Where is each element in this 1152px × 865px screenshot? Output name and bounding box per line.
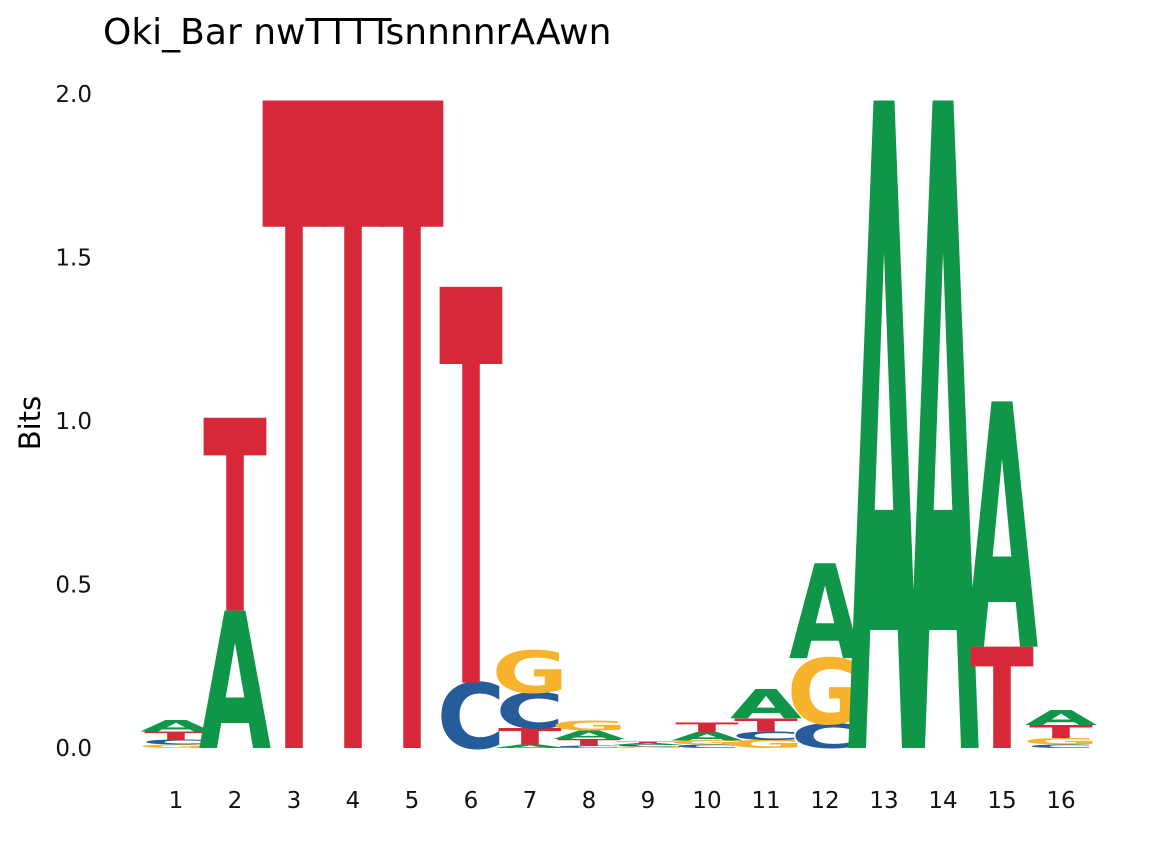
x-tick-label: 12 xyxy=(810,788,839,814)
x-tick-label: 2 xyxy=(228,788,243,814)
logo-letter-A: A xyxy=(494,744,566,749)
logo-letter-G: G xyxy=(138,744,215,749)
logo-letter-T: T xyxy=(498,724,562,750)
logo-letter-G: G xyxy=(492,639,569,706)
logo-letter-G: G xyxy=(551,718,628,734)
x-tick-label: 3 xyxy=(287,788,302,814)
y-tick-label: 1.0 xyxy=(55,409,92,435)
x-tick-label: 14 xyxy=(928,788,957,814)
logo-letter-A: A xyxy=(1025,706,1097,730)
x-tick-label: 10 xyxy=(692,788,721,814)
logo-letter-C: C xyxy=(142,739,210,747)
logo-letter-A: A xyxy=(612,743,684,746)
logo-letter-A: A xyxy=(730,681,803,728)
logo-letter-T: T xyxy=(262,0,326,865)
logo-letter-T: T xyxy=(321,0,385,865)
x-tick-label: 4 xyxy=(346,788,361,814)
logo-letter-C: C xyxy=(555,745,623,749)
y-tick-label: 2.0 xyxy=(55,82,92,108)
logo-letter-G: G xyxy=(787,640,864,745)
y-axis-label: Bits xyxy=(13,396,47,450)
x-tick-label: 15 xyxy=(987,788,1016,814)
logo-letter-T: T xyxy=(1029,722,1093,743)
logo-letter-T: T xyxy=(203,365,267,673)
logo-letter-A: A xyxy=(966,336,1038,727)
x-tick-label: 9 xyxy=(641,788,656,814)
logo-letter-A: A xyxy=(789,537,862,689)
logo-column-2: AT xyxy=(199,365,271,793)
y-tick-label: 1.5 xyxy=(55,246,92,272)
logo-letter-T: T xyxy=(439,179,503,810)
logo-letter-G: G xyxy=(669,739,746,746)
logo-letter-A: A xyxy=(199,574,271,793)
logo-letter-G: G xyxy=(1023,736,1100,747)
logo-letter-C: C xyxy=(496,683,564,741)
x-tick-label: 16 xyxy=(1046,788,1075,814)
logo-letter-T: T xyxy=(734,715,798,736)
x-tick-label: 5 xyxy=(405,788,420,814)
logo-stacks: GCTAATTTTCTATCGCTAGGCATCGATGCTACGAAATACG… xyxy=(138,0,1100,865)
x-tick-label: 6 xyxy=(464,788,479,814)
x-tick-label: 1 xyxy=(169,788,184,814)
logo-letter-A: A xyxy=(671,730,744,743)
logo-column-14: A xyxy=(907,0,980,865)
logo-letter-C: C xyxy=(614,745,682,748)
logo-column-12: CGA xyxy=(787,537,864,756)
logo-letter-A: A xyxy=(907,0,980,865)
logo-letter-G: G xyxy=(610,746,687,748)
logo-letter-C: C xyxy=(791,717,859,756)
x-tick-label: 13 xyxy=(869,788,898,814)
logo-letter-T: T xyxy=(144,729,208,742)
x-tick-label: 11 xyxy=(751,788,780,814)
logo-letter-A: A xyxy=(848,0,921,865)
logo-column-13: A xyxy=(848,0,921,865)
y-tick-label: 0.0 xyxy=(55,736,92,762)
logo-column-4: T xyxy=(321,0,385,865)
logo-letter-T: T xyxy=(675,720,739,736)
x-tick-label: 8 xyxy=(582,788,597,814)
logo-letter-C: C xyxy=(437,665,506,770)
logo-letter-G: G xyxy=(728,738,805,751)
y-axis-ticks: 0.0 0.5 1.0 1.5 2.0 xyxy=(55,82,92,762)
logo-letter-T: T xyxy=(970,619,1034,781)
chart-title: Oki_Bar nwTTTTsnnnnrAAwn xyxy=(103,12,611,53)
logo-letter-C: C xyxy=(732,729,800,742)
logo-letter-T: T xyxy=(557,737,621,748)
logo-letter-C: C xyxy=(673,744,741,749)
logo-column-5: T xyxy=(380,0,444,865)
logo-letter-A: A xyxy=(140,717,213,735)
logo-letter-T: T xyxy=(380,0,444,865)
logo-letter-A: A xyxy=(553,728,626,741)
logo-column-6: CT xyxy=(437,179,506,810)
x-axis-ticks: 1 2 3 4 5 6 7 8 9 10 11 12 13 14 15 16 xyxy=(169,788,1076,814)
logo-letter-T: T xyxy=(616,741,680,744)
logo-column-3: T xyxy=(262,0,326,865)
logo-column-15: TA xyxy=(966,336,1038,781)
logo-letter-C: C xyxy=(1027,744,1095,749)
y-tick-label: 0.5 xyxy=(55,573,92,599)
x-tick-label: 7 xyxy=(523,788,538,814)
